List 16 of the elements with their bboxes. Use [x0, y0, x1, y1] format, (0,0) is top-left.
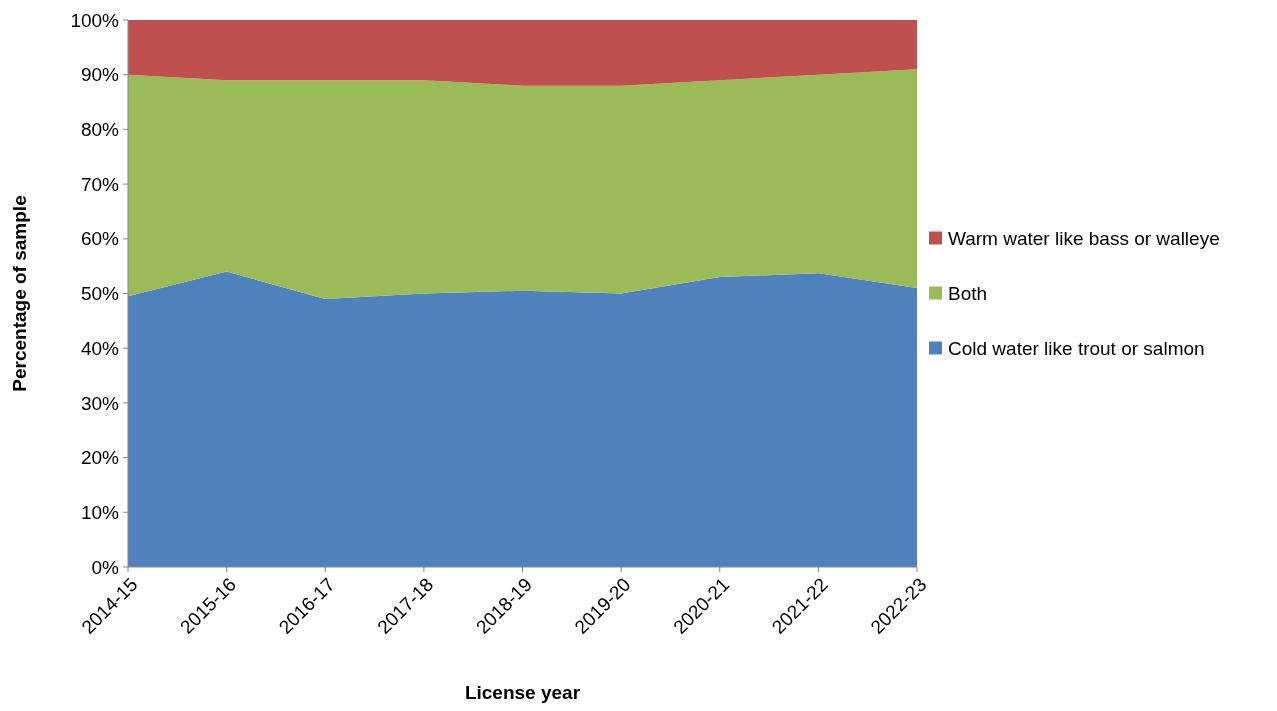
legend-label: Warm water like bass or walleye — [948, 228, 1220, 250]
y-axis-title: Percentage of sample — [9, 195, 30, 392]
y-tick-label: 60% — [80, 228, 120, 250]
y-tick-label: 30% — [80, 392, 120, 414]
y-tick-label: 90% — [80, 64, 120, 86]
y-tick-label: 0% — [91, 556, 120, 578]
y-tick-label: 50% — [80, 283, 120, 305]
y-tick-label: 100% — [70, 9, 120, 31]
y-tick-label: 80% — [80, 119, 120, 141]
y-tick-label: 20% — [80, 447, 120, 469]
y-tick-label: 10% — [80, 501, 120, 523]
y-tick-label: 40% — [80, 337, 120, 359]
legend-label: Cold water like trout or salmon — [948, 338, 1205, 360]
x-axis-title: License year — [464, 682, 581, 703]
legend-label: Both — [948, 283, 988, 305]
y-tick-label: 70% — [80, 173, 120, 195]
